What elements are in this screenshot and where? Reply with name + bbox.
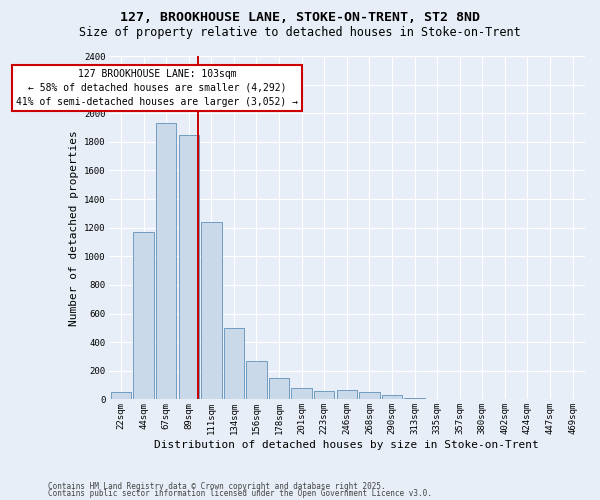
Bar [269,378,289,400]
Bar [337,390,357,400]
Text: Size of property relative to detached houses in Stoke-on-Trent: Size of property relative to detached ho… [79,26,521,39]
Text: 127, BROOKHOUSE LANE, STOKE-ON-TRENT, ST2 8ND: 127, BROOKHOUSE LANE, STOKE-ON-TRENT, ST… [120,11,480,24]
Text: Contains public sector information licensed under the Open Government Licence v3: Contains public sector information licen… [48,490,432,498]
Bar [247,362,266,400]
Bar [133,232,154,400]
Bar [314,391,334,400]
Bar [292,388,312,400]
Bar [111,392,131,400]
Bar [201,222,221,400]
Bar [179,134,199,400]
Text: 127 BROOKHOUSE LANE: 103sqm
← 58% of detached houses are smaller (4,292)
41% of : 127 BROOKHOUSE LANE: 103sqm ← 58% of det… [16,69,298,107]
Y-axis label: Number of detached properties: Number of detached properties [69,130,79,326]
Bar [427,398,447,400]
Bar [404,398,425,400]
Bar [156,124,176,400]
X-axis label: Distribution of detached houses by size in Stoke-on-Trent: Distribution of detached houses by size … [154,440,539,450]
Bar [224,328,244,400]
Bar [359,392,380,400]
Bar [382,395,402,400]
Text: Contains HM Land Registry data © Crown copyright and database right 2025.: Contains HM Land Registry data © Crown c… [48,482,386,491]
